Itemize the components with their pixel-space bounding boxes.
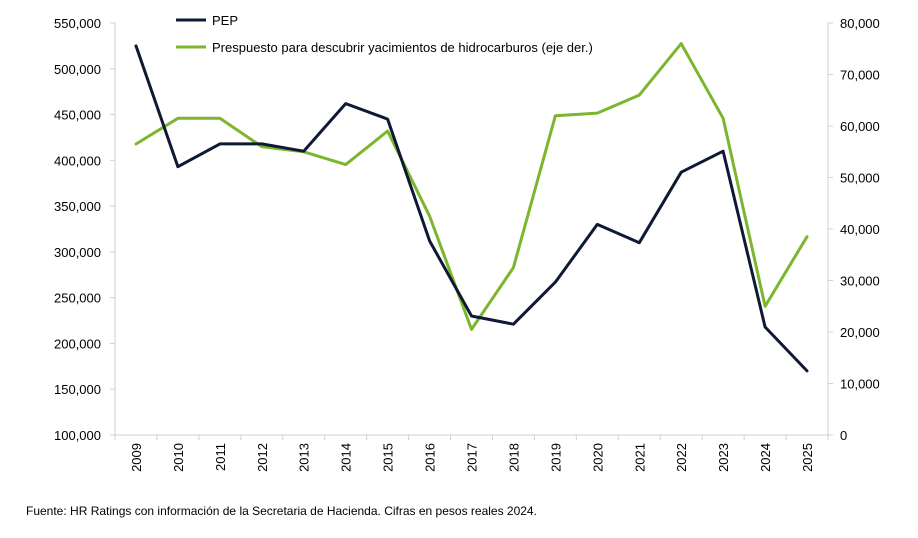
y-right-tick-label: 60,000 xyxy=(840,119,880,134)
x-tick-label: 2017 xyxy=(465,443,480,472)
y-right-tick-label: 80,000 xyxy=(840,16,880,31)
y-left-tick-label: 400,000 xyxy=(54,153,101,168)
y-left-tick-label: 500,000 xyxy=(54,62,101,77)
y-left-tick-label: 250,000 xyxy=(54,291,101,306)
y-right-tick-label: 50,000 xyxy=(840,171,880,186)
y-right-tick-label: 0 xyxy=(840,428,847,443)
x-tick-label: 2019 xyxy=(548,443,563,472)
y-right-tick-label: 70,000 xyxy=(840,68,880,83)
y-left-tick-label: 550,000 xyxy=(54,16,101,31)
x-tick-label: 2010 xyxy=(171,443,186,472)
y-right-tick-label: 10,000 xyxy=(840,377,880,392)
line-chart: 100,000 150,000 200,000 250,000 300,000 350,0… xyxy=(54,13,880,472)
x-tick-label: 2009 xyxy=(129,443,144,472)
x-tick-label: 2021 xyxy=(632,443,647,472)
x-tick-label: 2018 xyxy=(506,443,521,472)
y-left-tick-label: 150,000 xyxy=(54,382,101,397)
y-left-tick-label: 300,000 xyxy=(54,245,101,260)
legend-label-budget: Prespuesto para descubrir yacimientos de… xyxy=(212,40,593,55)
x-tick-label: 2016 xyxy=(423,443,438,472)
x-tick-label: 2024 xyxy=(758,443,773,472)
x-tick-label: 2022 xyxy=(674,443,689,472)
y-left-tick-label: 450,000 xyxy=(54,108,101,123)
source-note: Fuente: HR Ratings con información de la… xyxy=(26,504,537,518)
legend-label-pep: PEP xyxy=(212,13,238,28)
y-right-tick-label: 30,000 xyxy=(840,274,880,289)
legend: PEP Prespuesto para descubrir yacimiento… xyxy=(176,13,593,55)
y-right-tick-label: 40,000 xyxy=(840,222,880,237)
x-tick-label: 2020 xyxy=(590,443,605,472)
y-right-tick-label: 20,000 xyxy=(840,325,880,340)
x-tick-label: 2023 xyxy=(716,443,731,472)
x-tick-label: 2013 xyxy=(297,443,312,472)
series-line-budget xyxy=(134,42,809,331)
y-left-tick-label: 350,000 xyxy=(54,199,101,214)
x-tick-label: 2014 xyxy=(339,443,354,472)
x-tick-label: 2012 xyxy=(255,443,270,472)
y-left-tick-label: 200,000 xyxy=(54,336,101,351)
y-left-tick-label: 100,000 xyxy=(54,428,101,443)
series-lines xyxy=(134,42,809,373)
x-tick-label: 2025 xyxy=(800,443,815,472)
series-line-pep xyxy=(134,44,809,373)
x-tick-label: 2011 xyxy=(213,443,228,471)
x-tick-label: 2015 xyxy=(381,443,396,472)
axes: 100,000 150,000 200,000 250,000 300,000 350,0… xyxy=(54,16,880,472)
